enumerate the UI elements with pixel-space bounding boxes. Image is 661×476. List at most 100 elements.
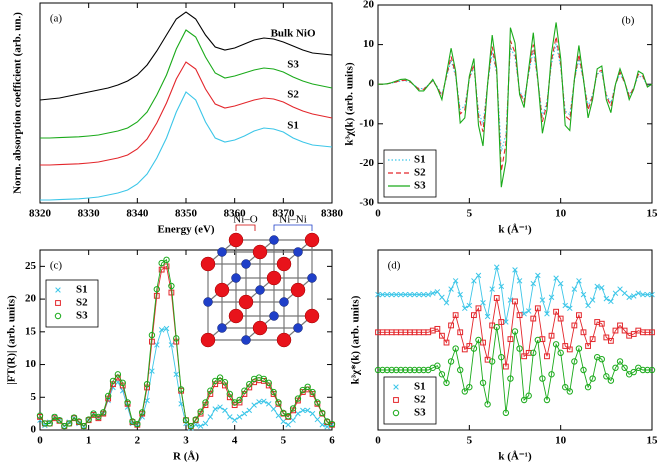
- marker: [649, 291, 655, 298]
- marker: [594, 283, 600, 290]
- marker: [566, 346, 573, 353]
- marker: [187, 422, 195, 430]
- marker: [415, 366, 423, 374]
- marker: [202, 399, 209, 406]
- marker: [640, 291, 646, 298]
- oxygen-atom: [276, 256, 292, 272]
- legend-label: S2: [76, 297, 88, 309]
- marker: [525, 392, 532, 399]
- marker: [534, 305, 541, 312]
- marker: [294, 395, 302, 402]
- marker: [562, 383, 569, 391]
- marker: [488, 358, 496, 365]
- marker: [589, 336, 596, 343]
- oxygen-atom: [252, 244, 268, 260]
- marker: [493, 264, 500, 270]
- marker: [411, 291, 418, 298]
- bracket: [235, 224, 256, 231]
- marker: [434, 362, 441, 369]
- marker: [182, 416, 190, 424]
- marker: [470, 345, 478, 352]
- marker: [557, 349, 564, 357]
- marker: [379, 291, 386, 298]
- x-tick-label: 8370: [272, 208, 295, 220]
- marker: [452, 278, 459, 284]
- x-tick-label: 5: [467, 435, 473, 447]
- marker: [319, 409, 326, 417]
- nickel-atom: [241, 259, 251, 269]
- x-tick-label: 2: [135, 435, 141, 447]
- y-tick-label: -10: [359, 117, 374, 129]
- nickel-atom: [231, 273, 241, 283]
- marker: [511, 328, 519, 335]
- legend-box: [45, 279, 99, 328]
- crystal-inset: Ni–O Ni–Ni: [200, 214, 320, 348]
- marker: [507, 297, 514, 303]
- y-tick-label: 15: [25, 325, 37, 337]
- marker: [521, 311, 527, 317]
- marker: [566, 388, 573, 395]
- oxygen-atom: [266, 270, 282, 286]
- x-tick-label: 10: [555, 435, 567, 447]
- marker: [548, 294, 555, 301]
- marker: [260, 375, 268, 383]
- y-tick-label: 0: [369, 78, 375, 90]
- nickel-atom: [293, 247, 303, 257]
- marker: [452, 312, 459, 319]
- marker: [493, 295, 500, 301]
- marker: [539, 297, 546, 303]
- marker: [525, 349, 532, 356]
- marker: [457, 329, 464, 336]
- marker: [173, 371, 180, 378]
- marker: [630, 293, 637, 299]
- marker: [328, 420, 336, 428]
- marker: [375, 291, 381, 298]
- marker: [124, 399, 131, 406]
- marker: [416, 291, 422, 298]
- marker: [621, 327, 628, 334]
- x-tick-label: 15: [647, 208, 659, 220]
- marker: [457, 366, 464, 374]
- marker: [585, 302, 591, 309]
- marker: [51, 413, 58, 421]
- marker: [512, 267, 518, 273]
- marker: [562, 343, 569, 349]
- marker: [612, 290, 619, 296]
- marker: [285, 413, 292, 420]
- marker: [173, 335, 180, 342]
- marker: [630, 331, 637, 337]
- marker: [603, 334, 610, 341]
- marker: [304, 407, 311, 414]
- marker: [443, 300, 450, 306]
- y-tick-label: 10: [363, 38, 375, 50]
- marker: [553, 308, 560, 315]
- nickel-atom: [293, 323, 303, 333]
- legend-label: S1: [414, 154, 426, 166]
- marker: [644, 291, 651, 298]
- marker: [393, 291, 400, 298]
- marker: [226, 390, 234, 398]
- x-tick-label: 1: [86, 435, 92, 447]
- marker: [66, 419, 72, 425]
- marker: [635, 290, 642, 296]
- legend-label: S3: [414, 180, 426, 192]
- marker: [246, 380, 253, 388]
- marker: [392, 409, 400, 417]
- marker: [484, 401, 491, 408]
- marker: [438, 371, 446, 378]
- marker: [516, 312, 523, 319]
- marker: [475, 336, 482, 344]
- marker: [525, 308, 532, 314]
- x-tick-label: 8360: [224, 208, 247, 220]
- marker: [626, 294, 632, 301]
- marker: [41, 420, 49, 427]
- marker: [493, 323, 500, 331]
- marker: [617, 322, 623, 329]
- x-tick-label: 0: [37, 435, 43, 447]
- marker: [300, 407, 306, 414]
- x-tick-label: 15: [647, 435, 659, 447]
- marker: [420, 366, 427, 374]
- y-axis-label: Norm. absorption coefficient (arb. un.): [12, 12, 24, 194]
- oxygen-atom: [200, 332, 216, 348]
- marker: [571, 358, 578, 365]
